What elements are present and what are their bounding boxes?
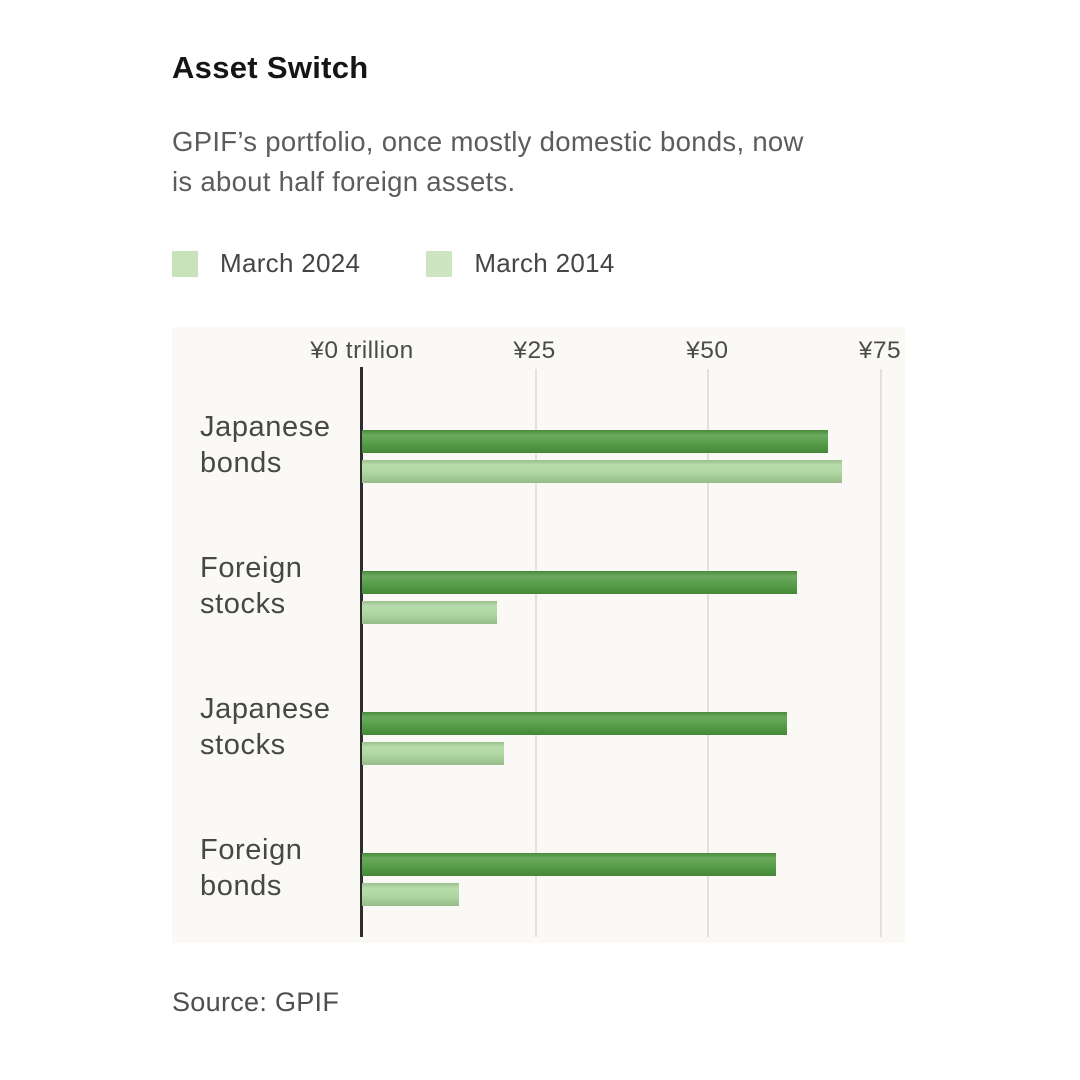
chart-subtitle: GPIF’s portfolio, once mostly domestic b… (172, 126, 804, 197)
category-label: Foreign stocks (200, 552, 303, 620)
bar-march-2024 (362, 430, 829, 453)
bar-group (362, 853, 902, 913)
bar-chart: ¥0 trillion ¥25 ¥50 ¥75 Japanese bonds Forei… (172, 327, 905, 943)
bar-march-2024 (362, 853, 777, 876)
y-axis-line (360, 367, 363, 937)
gridline (707, 369, 710, 937)
chart-row-foreign-stocks: Foreign stocks (172, 508, 905, 649)
bar-march-2024 (362, 571, 798, 594)
bar-march-2014 (362, 460, 842, 483)
bar-march-2014 (362, 742, 504, 765)
bar-march-2014 (362, 883, 459, 906)
legend: March 2024 March 2014 (172, 248, 1080, 279)
category-label: Japanese stocks (200, 693, 331, 761)
legend-item-march-2024: March 2024 (172, 248, 360, 279)
gridline (534, 369, 537, 937)
legend-swatch-2014 (426, 250, 453, 277)
legend-item-march-2014: March 2014 (426, 248, 614, 279)
chart-row-japanese-bonds: Japanese bonds (172, 367, 905, 508)
legend-swatch-2024 (172, 250, 198, 277)
x-axis-tick-label: ¥0 trillion (310, 337, 414, 364)
bar-group (362, 571, 902, 631)
category-label: Foreign bonds (200, 834, 303, 902)
legend-label-2014: March 2014 (474, 248, 615, 278)
chart-row-japanese-stocks: Japanese stocks (172, 649, 905, 790)
bar-group (362, 712, 902, 772)
article-card: Asset Switch GPIF’s portfolio, once most… (172, 50, 1080, 1017)
bar-march-2024 (362, 712, 787, 735)
legend-label-2024: March 2024 (220, 248, 361, 278)
plot-area (360, 367, 902, 937)
x-axis-tick-label: ¥50 (686, 337, 729, 364)
chart-row-foreign-bonds: Foreign bonds (172, 790, 905, 931)
x-axis-tick-label: ¥75 (858, 337, 902, 364)
x-axis-labels: ¥0 trillion ¥25 ¥50 ¥75 (310, 337, 902, 369)
chart-title: Asset Switch (172, 50, 369, 85)
gridline (879, 369, 882, 937)
category-label: Japanese bonds (200, 411, 331, 479)
x-axis-tick-label: ¥25 (513, 337, 556, 364)
source-note: Source: GPIF (172, 987, 340, 1017)
bar-group (362, 430, 902, 490)
bar-march-2014 (362, 601, 497, 624)
